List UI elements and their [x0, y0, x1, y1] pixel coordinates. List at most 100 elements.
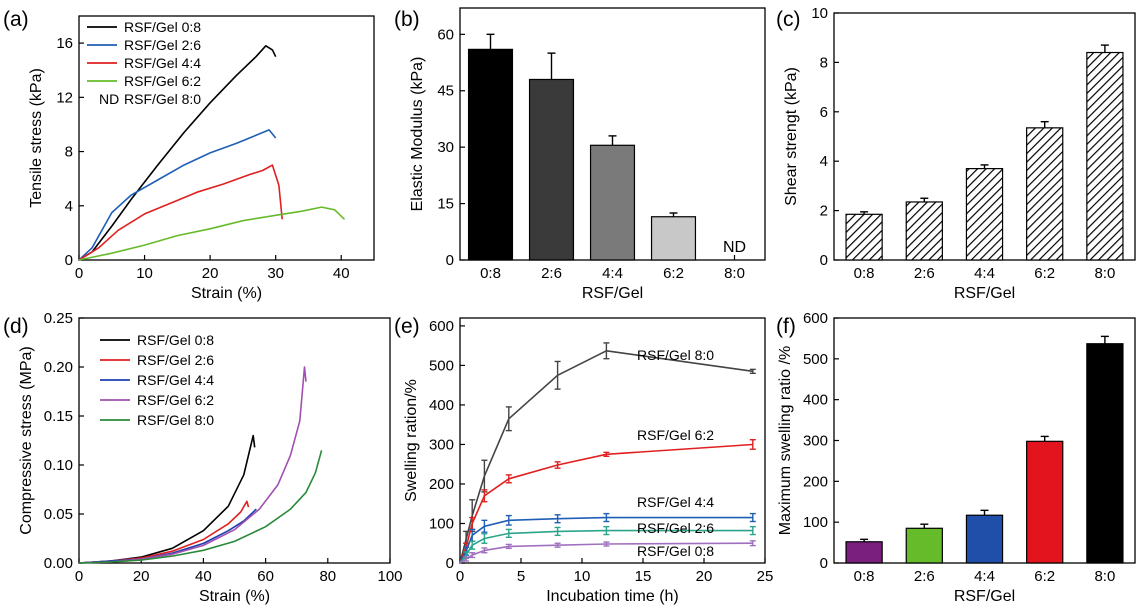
- bar-2:6: [528, 78, 575, 261]
- x-axis-label: Strain (%): [199, 588, 270, 605]
- series-label: RSF/Gel 2:6: [637, 520, 714, 536]
- x-tick-label: 100: [377, 568, 402, 585]
- series-label: RSF/Gel 4:4: [637, 494, 714, 510]
- y-tick-label: 60: [437, 26, 454, 43]
- y-tick-label: 100: [803, 514, 828, 531]
- y-tick-label: 10: [811, 5, 828, 22]
- bar-0:8: [467, 48, 514, 261]
- x-tick-label: 2:6: [914, 265, 935, 282]
- series-line-2: [459, 516, 753, 564]
- panel-d: (d) 0.00 0.05 0.10 0.15 0.20 0.25 0 20 40 60 80 100 S…: [3, 310, 403, 605]
- x-tick-label: 0:8: [854, 265, 875, 282]
- y-axis-label: Maximum swelling ratio /%: [777, 346, 794, 535]
- legend-entry: RSF/Gel 2:6: [124, 37, 201, 53]
- series-line-1: [78, 129, 277, 261]
- y-tick-label: 100: [429, 515, 454, 532]
- y-tick-label: 0.05: [44, 506, 73, 523]
- x-tick-label: 4:4: [974, 568, 995, 585]
- y-tick-label: 15: [437, 196, 454, 213]
- bar-2:6: [905, 201, 943, 261]
- series-label: RSF/Gel 0:8: [637, 543, 714, 559]
- x-tick-label: 5: [517, 568, 525, 585]
- bar-6:2: [650, 216, 697, 261]
- legend-entry: RSF/Gel 8:0: [124, 91, 201, 107]
- plot-frame: [78, 317, 391, 564]
- bar-8:0: [1086, 343, 1124, 564]
- y-tick-label: 0: [820, 555, 828, 572]
- x-tick-label: 0:8: [480, 265, 501, 282]
- panel-b: (b) 0 15 30 45 60 RSF/Gel Elastic Modulus (kPa)…: [394, 7, 766, 302]
- x-tick-label: 0: [75, 265, 83, 282]
- bar-8:0: [1086, 51, 1124, 261]
- x-tick-label: 15: [635, 568, 652, 585]
- panel-c: (c) 0 2 4 6 8 10 RSF/Gel Shear strengt (kPa) 0:8 2…: [776, 5, 1136, 302]
- x-axis-label: Strain (%): [191, 285, 262, 302]
- panel-label: (c): [776, 8, 801, 31]
- x-tick-label: 25: [757, 568, 774, 585]
- y-axis-label: Elastic Modulus (kPa): [409, 57, 426, 212]
- y-axis-label: Compressive stress (MPa): [18, 346, 35, 534]
- nd-marker: ND: [99, 91, 119, 107]
- series-line-0: [78, 44, 277, 261]
- y-tick-label: 400: [803, 392, 828, 409]
- panel-label: (d): [3, 315, 29, 338]
- bar-4:4: [589, 144, 636, 261]
- legend-entry: RSF/Gel 8:0: [137, 412, 214, 428]
- y-tick-label: 0.00: [44, 555, 73, 572]
- x-tick-label: 10: [136, 265, 153, 282]
- x-tick-label: 40: [195, 568, 212, 585]
- y-tick-label: 0.15: [44, 408, 73, 425]
- y-tick-label: 4: [820, 153, 828, 170]
- x-tick-label: 40: [333, 265, 350, 282]
- legend-entry: RSF/Gel 6:2: [137, 392, 214, 408]
- panel-f: (f) 0 100 200 300 400 500 600 RSF/Gel Maximum swe…: [776, 310, 1136, 605]
- y-tick-label: 0.25: [44, 310, 73, 327]
- y-tick-label: 16: [56, 35, 73, 52]
- x-tick-label: 60: [257, 568, 274, 585]
- x-axis-label: Incubation time (h): [546, 588, 679, 605]
- series-line-3: [78, 366, 307, 564]
- y-tick-label: 600: [429, 318, 454, 335]
- legend-entry: RSF/Gel 4:4: [124, 55, 201, 71]
- y-tick-label: 0: [65, 252, 73, 269]
- bar-6:2: [1026, 440, 1064, 564]
- series-label: RSF/Gel 8:0: [637, 347, 714, 363]
- y-tick-label: 0: [446, 555, 454, 572]
- legend-entry: RSF/Gel 2:6: [137, 352, 214, 368]
- bar-0:8: [845, 213, 883, 261]
- legend-entry: RSF/Gel 0:8: [124, 19, 201, 35]
- y-axis-label: Shear strengt (kPa): [783, 67, 800, 206]
- x-axis-label: RSF/Gel: [954, 588, 1015, 605]
- bar-6:2: [1026, 127, 1064, 261]
- y-tick-label: 0: [446, 252, 454, 269]
- y-tick-label: 30: [437, 139, 454, 156]
- bar-4:4: [965, 514, 1004, 564]
- series-line-2: [78, 508, 257, 564]
- x-axis-label: RSF/Gel: [582, 285, 643, 302]
- x-tick-label: 20: [202, 265, 219, 282]
- y-tick-label: 4: [65, 198, 73, 215]
- panel-label: (f): [776, 315, 796, 338]
- plot-frame: [459, 317, 766, 564]
- y-tick-label: 0.10: [44, 457, 73, 474]
- panel-label: (a): [3, 8, 29, 31]
- y-tick-label: 500: [803, 351, 828, 368]
- series-line-4: [459, 542, 753, 564]
- x-tick-label: 8:0: [724, 265, 745, 282]
- series-line-3: [459, 529, 753, 564]
- legend-entry: RSF/Gel 0:8: [137, 332, 214, 348]
- y-tick-label: 200: [803, 473, 828, 490]
- series-line-3: [78, 206, 346, 261]
- series-line-2: [78, 164, 283, 261]
- y-tick-label: 0: [820, 252, 828, 269]
- x-tick-label: 4:4: [602, 265, 623, 282]
- series-label: RSF/Gel 6:2: [637, 427, 714, 443]
- x-tick-label: 30: [267, 265, 284, 282]
- legend-entry: RSF/Gel 6:2: [124, 73, 201, 89]
- plot-frame: [78, 15, 375, 261]
- y-axis-label: Swelling ration/%: [403, 379, 420, 502]
- bar-0:8: [845, 541, 883, 564]
- x-tick-label: 0: [456, 568, 464, 585]
- nd-annotation: ND: [723, 239, 746, 256]
